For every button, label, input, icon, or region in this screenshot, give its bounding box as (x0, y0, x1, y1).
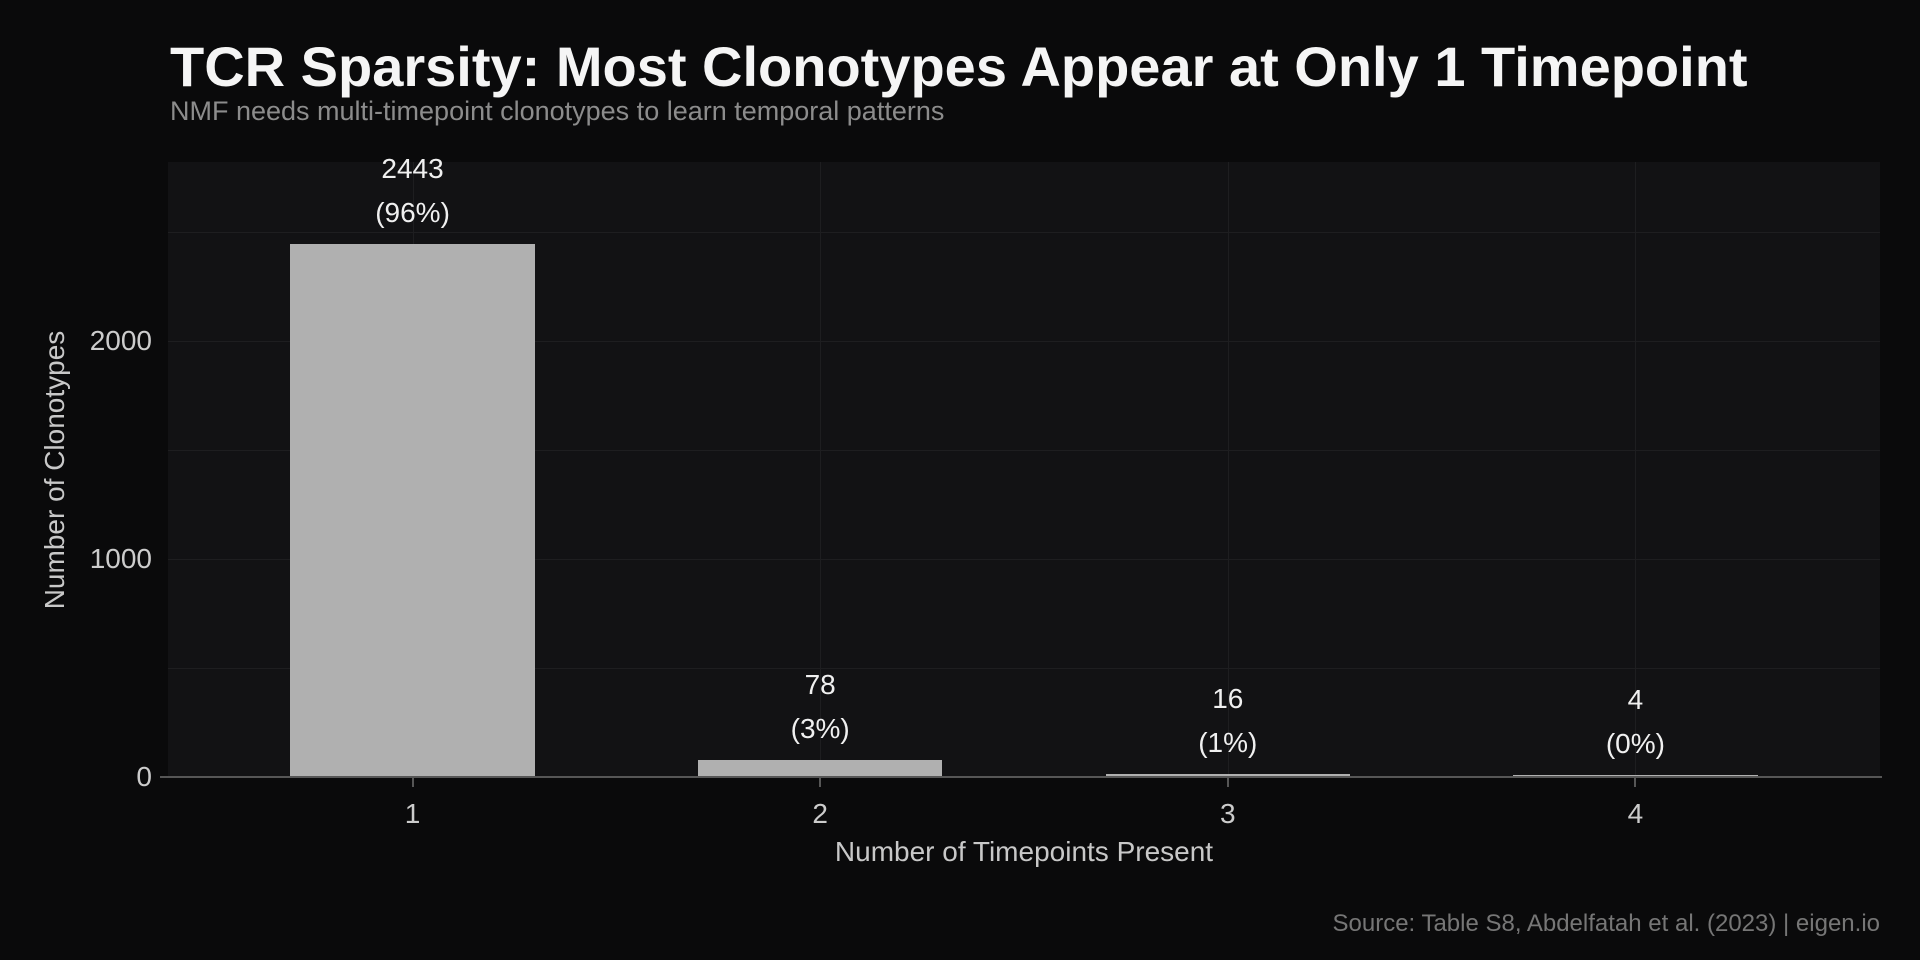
bar-value-label: 4 (0%) (1605, 684, 1665, 760)
x-tick-mark (411, 778, 414, 787)
x-tick-mark (1226, 778, 1229, 787)
bar-value-label: 78 (3%) (790, 668, 850, 744)
x-tick-mark (819, 778, 822, 787)
x-tick-label: 3 (1220, 798, 1236, 829)
source-note: Source: Table S8, Abdelfatah et al. (202… (1332, 910, 1881, 937)
x-axis-title: Number of Timepoints Present (834, 836, 1214, 867)
bar-timepoints-1 (290, 244, 535, 777)
h-gridline (168, 231, 1880, 233)
y-axis-title: Number of Clonotypes (39, 330, 70, 610)
v-gridline (1635, 162, 1637, 777)
x-tick-label: 4 (1627, 798, 1644, 829)
y-tick-label: 1000 (89, 542, 152, 574)
x-tick-label: 1 (404, 798, 421, 829)
v-gridline (1227, 162, 1229, 777)
bar-timepoints-3 (1105, 773, 1351, 777)
chart-subtitle: NMF needs multi-timepoint clonotypes to … (170, 96, 945, 126)
x-axis-line (160, 776, 1882, 778)
bar-value-label: 16 (1%) (1198, 682, 1258, 758)
x-tick-label: 2 (812, 798, 828, 829)
y-tick-label: 2000 (89, 324, 152, 356)
h-gridline (168, 558, 1880, 560)
h-gridline (168, 449, 1880, 451)
bar-timepoints-2 (697, 759, 943, 777)
bar-value-label: 2443 (96%) (375, 153, 450, 229)
y-tick-label: 0 (136, 761, 152, 792)
v-gridline (820, 162, 822, 777)
chart-title: TCR Sparsity: Most Clonotypes Appear at … (170, 35, 1748, 98)
h-gridline (168, 340, 1880, 342)
h-gridline (168, 667, 1880, 669)
x-tick-mark (1634, 778, 1637, 787)
